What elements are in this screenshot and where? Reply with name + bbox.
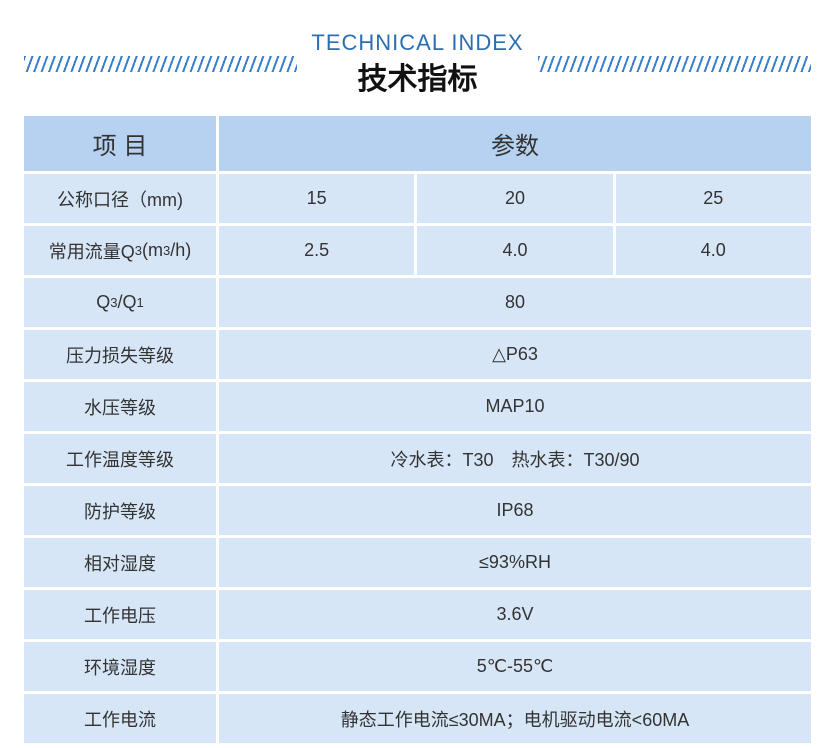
table-row: Q3/Q180 [24, 278, 811, 330]
table-row: 压力损失等级△P63 [24, 330, 811, 382]
row-label: 压力损失等级 [24, 330, 219, 382]
row-value: IP68 [219, 486, 811, 538]
row-value: 25 [616, 174, 811, 226]
table-row: 工作电流静态工作电流≤30MA；电机驱动电流<60MA [24, 694, 811, 746]
row-value: 静态工作电流≤30MA；电机驱动电流<60MA [219, 694, 811, 746]
table-row: 常用流量Q3(m3/h)2.54.04.0 [24, 226, 811, 278]
row-label: 工作温度等级 [24, 434, 219, 486]
table-row: 水压等级MAP10 [24, 382, 811, 434]
row-label: 水压等级 [24, 382, 219, 434]
row-value: 3.6V [219, 590, 811, 642]
row-value: MAP10 [219, 382, 811, 434]
table-row: 公称口径（mm)152025 [24, 174, 811, 226]
row-value: ≤93%RH [219, 538, 811, 590]
title-en: TECHNICAL INDEX [311, 30, 523, 56]
header-param: 参数 [219, 116, 811, 174]
table-row: 环境湿度5℃-55℃ [24, 642, 811, 694]
row-value: 80 [219, 278, 811, 330]
row-label: 公称口径（mm) [24, 174, 219, 226]
row-label: 相对湿度 [24, 538, 219, 590]
row-label: Q3/Q1 [24, 278, 219, 330]
row-value: 2.5 [219, 226, 417, 278]
title-block: TECHNICAL INDEX 技术指标 [311, 30, 523, 98]
table-row: 相对湿度≤93%RH [24, 538, 811, 590]
decor-stripe-right [538, 56, 811, 72]
table-row: 工作温度等级冷水表：T30 热水表：T30/90 [24, 434, 811, 486]
table-header-row: 项 目 参数 [24, 116, 811, 174]
spec-table: 项 目 参数 公称口径（mm)152025常用流量Q3(m3/h)2.54.04… [24, 116, 811, 746]
row-value: 4.0 [417, 226, 615, 278]
header-item: 项 目 [24, 116, 219, 174]
page-header: TECHNICAL INDEX 技术指标 [0, 0, 835, 116]
row-label: 环境湿度 [24, 642, 219, 694]
row-value: 冷水表：T30 热水表：T30/90 [219, 434, 811, 486]
row-label: 工作电流 [24, 694, 219, 746]
decor-stripe-left [24, 56, 297, 72]
table-row: 工作电压3.6V [24, 590, 811, 642]
row-label: 工作电压 [24, 590, 219, 642]
row-value: △P63 [219, 330, 811, 382]
row-value: 20 [417, 174, 615, 226]
row-value: 15 [219, 174, 417, 226]
table-row: 防护等级IP68 [24, 486, 811, 538]
row-value: 5℃-55℃ [219, 642, 811, 694]
row-label: 防护等级 [24, 486, 219, 538]
title-zh: 技术指标 [311, 54, 523, 98]
row-label: 常用流量Q3(m3/h) [24, 226, 219, 278]
table-body: 公称口径（mm)152025常用流量Q3(m3/h)2.54.04.0Q3/Q1… [24, 174, 811, 746]
row-value: 4.0 [616, 226, 811, 278]
